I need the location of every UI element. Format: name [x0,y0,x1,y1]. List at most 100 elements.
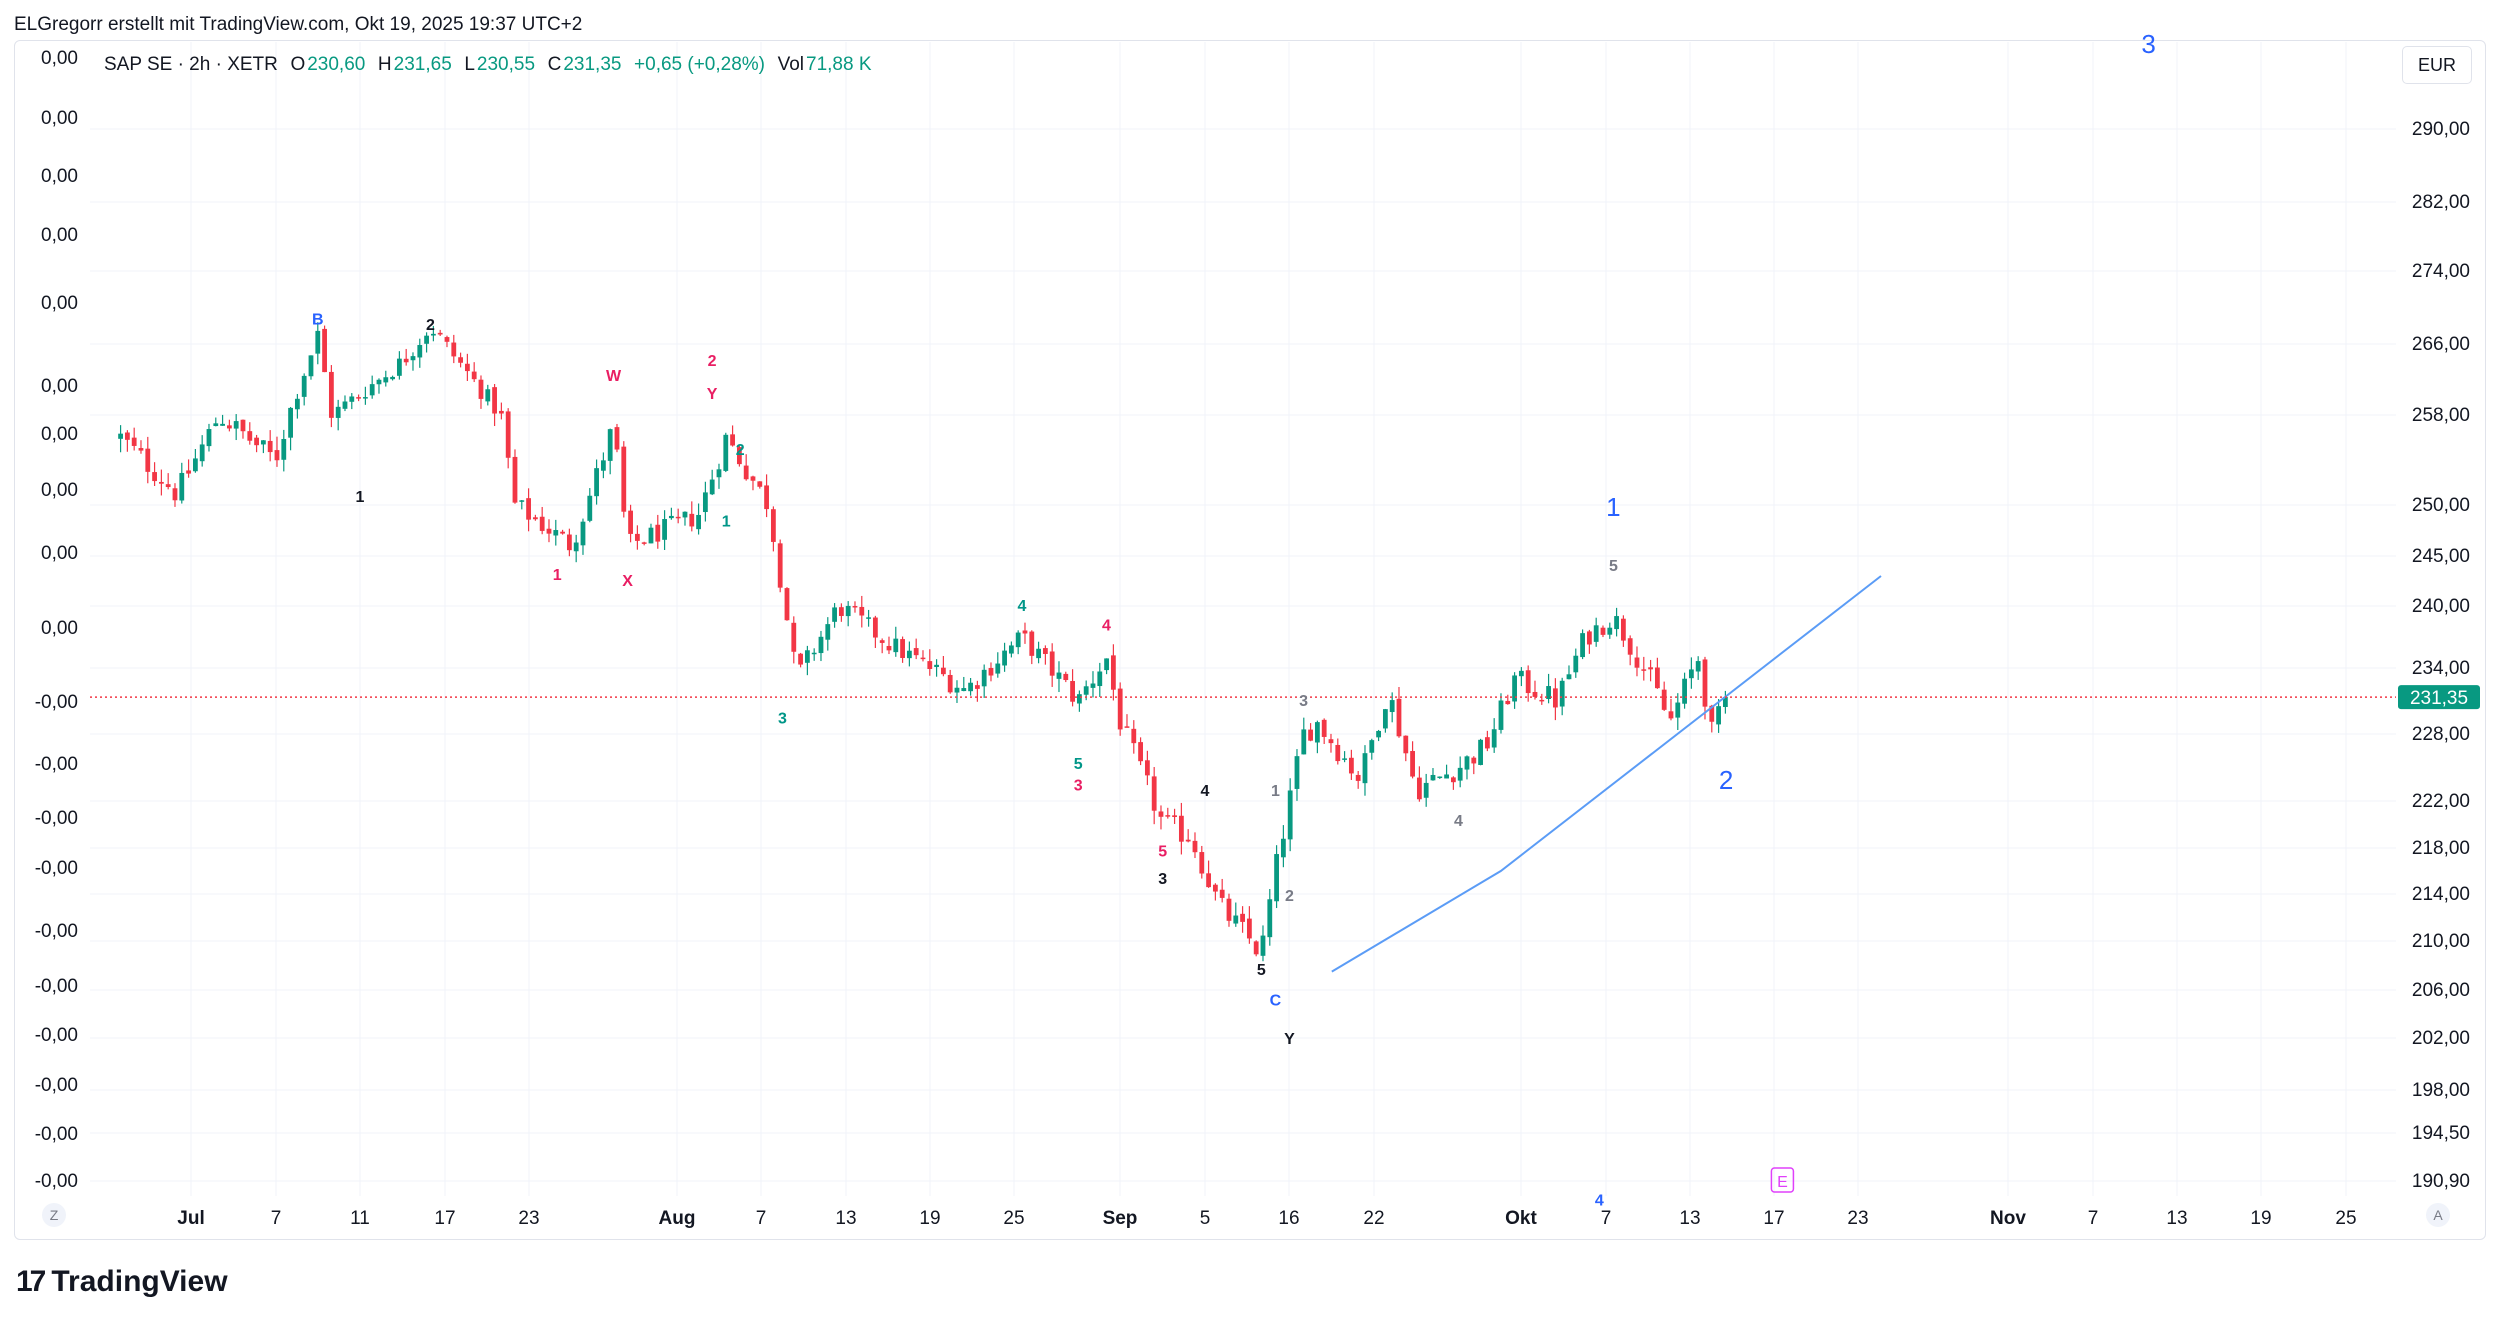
legend-symbol[interactable]: SAP SE · 2h · XETR [104,54,278,75]
legend-open-label: O [290,54,306,75]
candle-body [560,531,565,534]
candle-body [798,653,803,665]
candle-body [730,434,735,446]
left-axis-tick-label: 0,00 [41,108,78,129]
candle-body [546,528,552,534]
candle-body [1042,648,1048,654]
candle-body [1450,777,1456,783]
candle-body [1138,742,1143,762]
time-tick-label: 19 [919,1208,940,1229]
candle-body [1430,774,1436,781]
candle-body [390,376,395,380]
candle-body [832,607,837,622]
candle-body [573,542,579,552]
candle-body [587,495,593,521]
candle-body [818,636,824,654]
candle-body [913,648,919,656]
candle-body [288,407,293,438]
time-tick-label: 13 [2166,1208,2187,1229]
candle-body [1294,756,1300,789]
candle-body [1491,729,1497,748]
wave-label: 3 [1158,871,1167,888]
wave-label: 1 [553,567,562,584]
wave-label: 5 [1257,962,1266,979]
time-tick-label: 25 [1003,1208,1024,1229]
candle-body [750,476,756,481]
candle-body [1505,700,1511,705]
candle-body [505,411,511,458]
wave-label: 1 [356,489,365,506]
candle-body [1083,686,1089,695]
candle-body [1648,667,1653,670]
legend-volume-label: Vol [777,54,804,75]
candle-body [784,588,790,621]
candle-body [1389,700,1395,713]
candle-body [1076,694,1082,704]
candle-body [274,450,280,461]
candle-body [403,358,409,363]
candle-body [308,355,314,377]
left-axis-tick-label: 0,00 [41,166,78,187]
candle-body [1280,838,1286,858]
wave-label: 1 [1271,783,1280,800]
left-axis-tick-label: 0,00 [41,424,78,445]
price-tick-label: 218,00 [2412,838,2470,859]
time-tick-label: 19 [2250,1208,2271,1229]
candle-body [444,337,450,342]
candle-body [838,607,844,616]
candle-body [152,472,157,482]
candle-body [1668,711,1674,719]
wave-label: 2 [1719,765,1733,795]
legend-close-label: C [547,54,562,75]
currency-button[interactable]: EUR [2402,46,2472,84]
candle-body [1144,760,1150,776]
candle-body [1240,913,1245,922]
tradingview-logo-icon: 17 [16,1265,46,1298]
candle-body [362,397,368,399]
candle-body [1342,758,1347,760]
time-tick-label: 17 [434,1208,455,1229]
candle-body [417,345,423,358]
candle-body [349,396,355,402]
wave-label: 3 [1299,693,1308,710]
candle-body [1586,631,1592,645]
candle-body [1172,815,1177,818]
candle-body [893,638,899,653]
wave-label: 1 [1606,492,1620,522]
candle-body [859,606,865,616]
candle-body [940,667,946,675]
trendline [1331,575,1882,973]
candle-body [1070,681,1075,702]
candle-body [376,379,382,385]
candle-body [1321,719,1327,737]
candle-body [1600,627,1606,635]
wave-label: C [1270,993,1282,1010]
price-tick-label: 214,00 [2412,884,2470,905]
candle-body [770,509,776,542]
auto-scale-button[interactable]: A [2426,1203,2450,1227]
zoom-reset-button[interactable]: Z [42,1203,66,1227]
candle-body [1008,645,1014,654]
candle-body [1559,680,1565,707]
candle-body [723,434,729,471]
candle-body [1416,777,1422,800]
price-tick-label: 274,00 [2412,261,2470,282]
candle-body [1546,686,1551,699]
price-tick-label: 202,00 [2412,1028,2470,1049]
price-tick-label: 258,00 [2412,405,2470,426]
candle-body [1056,672,1062,679]
left-axis-tick-label: -0,00 [35,921,78,942]
candle-body [777,543,783,588]
candle-body [199,444,205,462]
candle-body [267,440,273,453]
wave-label: 2 [1285,888,1294,905]
candle-body [1151,776,1157,811]
candle-body [1382,709,1388,729]
price-tick-label: 282,00 [2412,192,2470,213]
candle-body [226,425,232,429]
time-tick-label: 7 [2088,1208,2099,1229]
candle-body [335,406,341,418]
candle-body [1192,840,1198,853]
candle-body [437,332,443,335]
